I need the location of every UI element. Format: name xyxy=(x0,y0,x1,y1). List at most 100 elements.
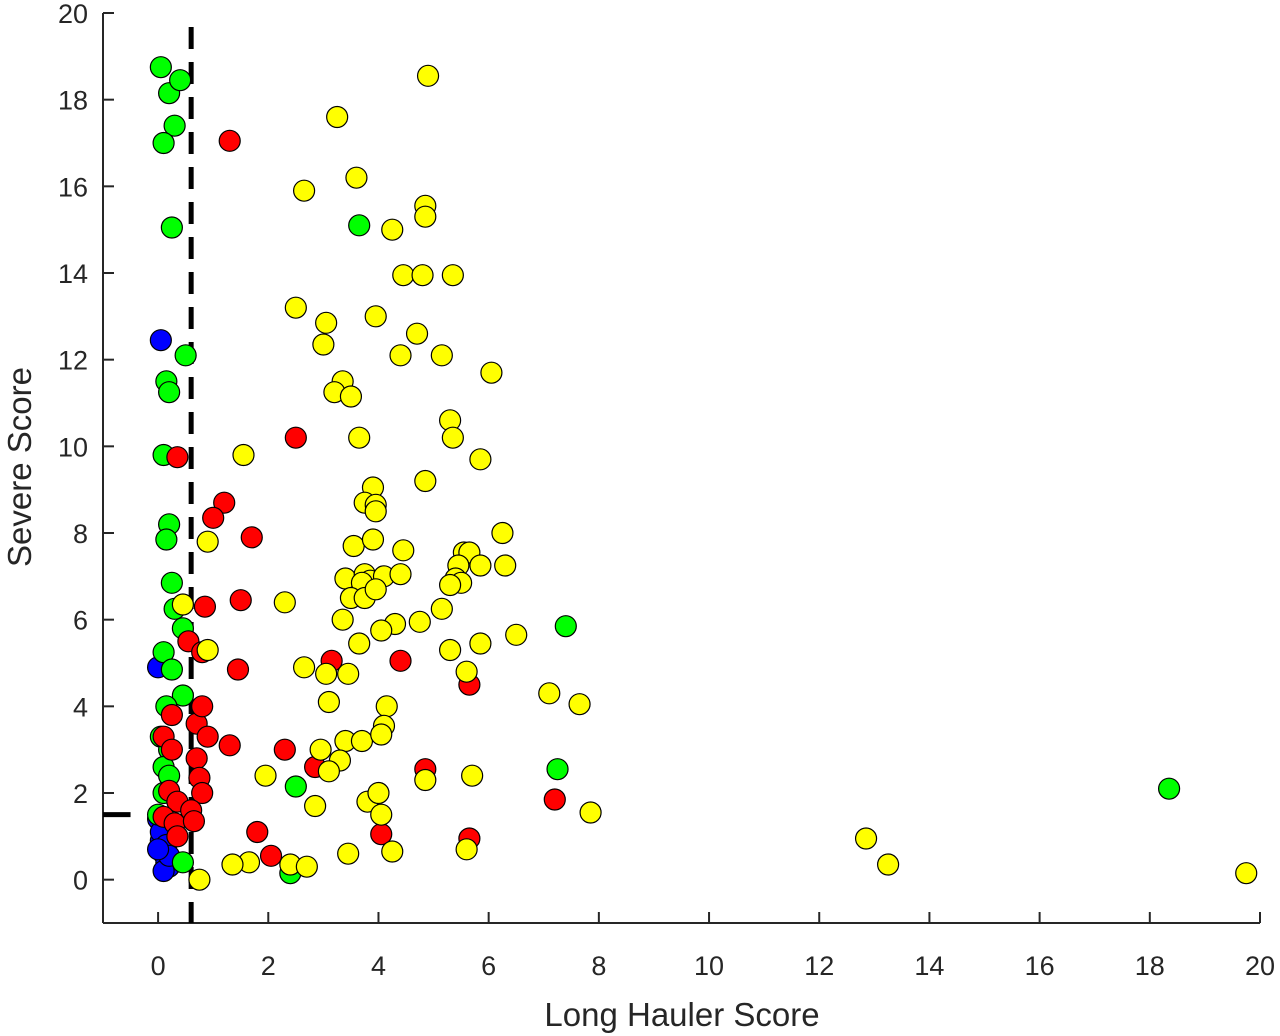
data-point xyxy=(202,506,225,529)
data-point xyxy=(554,615,577,638)
data-point xyxy=(1157,777,1181,800)
data-point xyxy=(416,64,440,87)
data-point xyxy=(246,820,269,844)
data-point xyxy=(480,361,503,384)
y-tick-label: 8 xyxy=(73,519,88,549)
data-point xyxy=(538,682,561,705)
data-point xyxy=(543,788,566,811)
y-tick-label: 16 xyxy=(58,172,88,202)
data-point xyxy=(315,662,338,685)
data-point xyxy=(166,825,189,848)
data-point xyxy=(309,738,332,761)
data-point xyxy=(218,734,241,757)
data-point xyxy=(196,638,219,662)
data-point xyxy=(221,853,244,876)
data-point xyxy=(439,638,462,662)
data-point xyxy=(461,764,484,787)
data-point xyxy=(185,747,208,770)
data-point xyxy=(191,781,214,805)
tick-labels: 0 2 4 6 8 10 12 14 16 18 20 0 2 4 6 8 10 12 14 16 18 20 xyxy=(58,0,1275,981)
data-point xyxy=(326,105,349,129)
x-axis-label: Long Hauler Score xyxy=(544,996,819,1033)
data-point xyxy=(345,166,368,189)
x-tick-label: 14 xyxy=(914,951,944,981)
data-point xyxy=(350,729,374,753)
data-point xyxy=(213,491,236,514)
data-point xyxy=(196,725,219,748)
data-point xyxy=(430,597,453,620)
data-point xyxy=(169,69,192,92)
y-tick-label: 6 xyxy=(73,606,88,636)
y-tick-label: 2 xyxy=(73,779,88,809)
data-point xyxy=(494,554,517,577)
data-point xyxy=(568,693,591,716)
data-point xyxy=(284,426,307,449)
x-tick-label: 2 xyxy=(261,951,276,981)
data-point xyxy=(364,500,387,523)
x-tick-label: 12 xyxy=(804,951,834,981)
data-point xyxy=(146,838,170,861)
data-point xyxy=(152,131,175,155)
data-point xyxy=(364,305,387,328)
data-point xyxy=(171,851,194,874)
data-point xyxy=(232,443,255,467)
data-point xyxy=(1235,862,1258,885)
data-point xyxy=(312,333,335,356)
data-point xyxy=(284,296,307,319)
data-point xyxy=(414,469,437,493)
data-point xyxy=(226,658,250,681)
data-point xyxy=(254,764,277,787)
data-point xyxy=(188,868,211,891)
data-point xyxy=(408,610,431,633)
data-point xyxy=(259,844,283,867)
data-point xyxy=(469,448,492,471)
x-tick-label: 16 xyxy=(1025,951,1055,981)
data-point xyxy=(441,264,464,287)
data-point xyxy=(375,695,398,718)
data-point xyxy=(348,426,371,449)
data-point xyxy=(163,114,186,137)
data-point xyxy=(160,571,183,594)
data-point xyxy=(342,534,365,558)
data-point xyxy=(292,179,316,202)
y-tick-label: 0 xyxy=(73,866,88,896)
data-point xyxy=(361,528,385,551)
data-point xyxy=(229,589,252,612)
data-point xyxy=(218,129,241,152)
data-point xyxy=(273,591,296,614)
data-point xyxy=(317,760,340,783)
y-tick-label: 18 xyxy=(58,86,88,116)
data-point xyxy=(149,56,172,79)
data-point xyxy=(505,623,528,646)
data-point xyxy=(392,264,415,287)
data-point xyxy=(439,573,462,597)
data-point xyxy=(160,738,183,761)
data-point xyxy=(441,426,464,449)
data-point xyxy=(414,205,437,228)
data-point xyxy=(304,794,327,818)
data-point xyxy=(381,840,404,863)
data-point xyxy=(370,723,393,746)
data-points xyxy=(146,56,1258,891)
data-point xyxy=(370,803,393,826)
y-tick-label: 14 xyxy=(58,259,88,289)
data-point xyxy=(182,810,206,833)
data-point xyxy=(392,539,415,562)
data-point xyxy=(337,662,360,685)
data-point xyxy=(339,385,363,408)
data-point xyxy=(546,758,569,781)
y-tick-label: 12 xyxy=(58,346,88,376)
axes xyxy=(102,12,1261,924)
y-tick-label: 20 xyxy=(58,0,88,29)
x-tick-label: 0 xyxy=(151,951,166,981)
data-point xyxy=(160,703,183,727)
data-point xyxy=(295,855,318,878)
x-tick-label: 10 xyxy=(694,951,724,981)
data-point xyxy=(155,528,178,551)
data-point xyxy=(389,344,412,367)
data-point xyxy=(348,214,371,237)
data-point xyxy=(469,632,492,655)
x-tick-label: 4 xyxy=(371,951,386,981)
data-point xyxy=(284,775,307,798)
